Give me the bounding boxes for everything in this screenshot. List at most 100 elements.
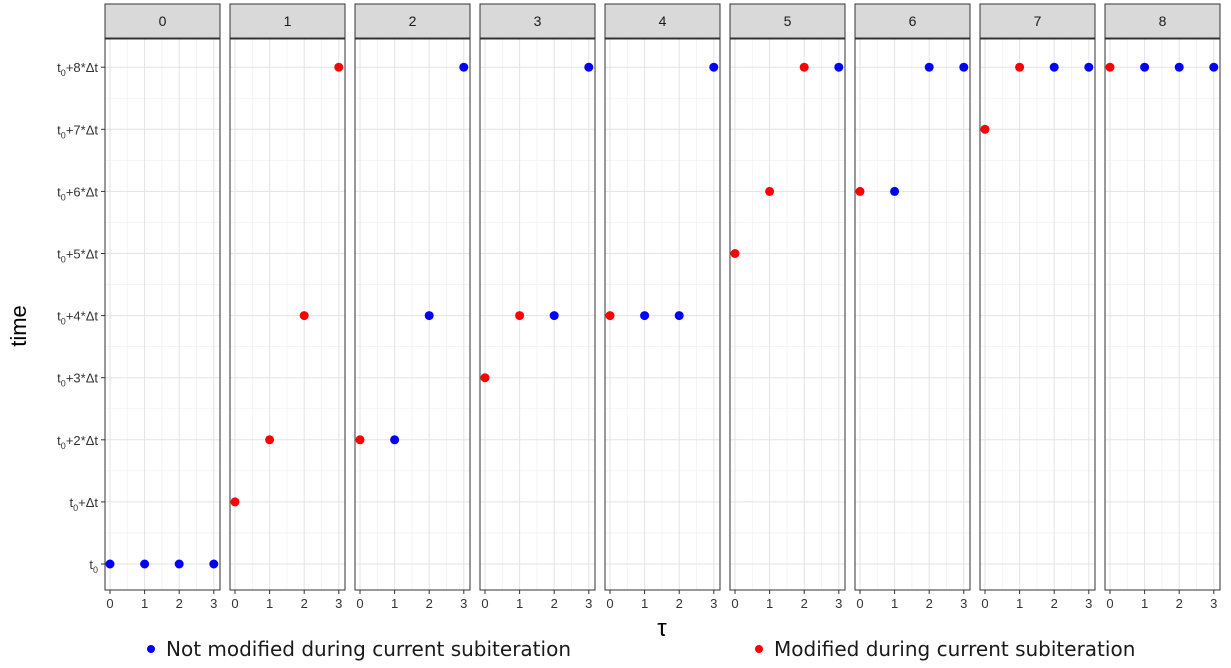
- point-not-modified: [1140, 62, 1150, 72]
- y-tick-label: t0+8*Δt: [57, 60, 98, 78]
- y-tick-label: t0+4*Δt: [57, 309, 98, 327]
- x-tick-label: 2: [551, 596, 558, 611]
- panel-border: [729, 38, 846, 591]
- point-not-modified: [1209, 62, 1219, 72]
- point-not-modified: [424, 311, 434, 321]
- y-tick-label: t0: [89, 557, 98, 575]
- facet-strip-label: 4: [659, 13, 667, 29]
- y-tick-label: t0+2*Δt: [57, 433, 98, 451]
- point-not-modified: [140, 559, 150, 569]
- panel-border: [854, 38, 971, 591]
- facet-panel-3: 3 0 1 2 3: [479, 3, 596, 611]
- y-tick-label: t0+5*Δt: [57, 247, 98, 265]
- panel-background: [230, 39, 345, 590]
- legend-key-not-modified: [147, 645, 155, 653]
- facet-strip: [979, 3, 1096, 39]
- facet-strip-label: 7: [1034, 13, 1042, 29]
- point-not-modified: [1049, 62, 1059, 72]
- point-not-modified: [549, 311, 559, 321]
- point-not-modified: [459, 62, 469, 72]
- panels: 00 1 2 310 1 2 320 1 2 330 1 2 340 1 2 350 1 2 360 1 2 370 1 2 3…: [104, 3, 1221, 611]
- facet-strip-label: 3: [534, 13, 542, 29]
- facet-strip: [729, 3, 846, 39]
- legend-label-not-modified: Not modified during current subiteration: [166, 637, 571, 661]
- facet-strip: [854, 3, 971, 39]
- x-tick-label: 3: [960, 596, 967, 611]
- y-tick-label: t0+3*Δt: [57, 371, 98, 389]
- point-modified: [1105, 62, 1115, 72]
- legend-label-modified: Modified during current subiteration: [774, 637, 1135, 661]
- x-tick-label: 1: [1016, 596, 1023, 611]
- x-tick-label: 2: [801, 596, 808, 611]
- x-tick-label: 0: [1106, 596, 1113, 611]
- facet-strip-label: 5: [784, 13, 792, 29]
- point-not-modified: [1084, 62, 1094, 72]
- y-tick-label: t0+Δt: [69, 495, 98, 513]
- facet-strip-label: 6: [909, 13, 917, 29]
- x-axis-title: τ: [657, 615, 667, 642]
- x-tick-label: 1: [141, 596, 148, 611]
- point-modified: [265, 435, 275, 445]
- x-tick-label: 0: [481, 596, 488, 611]
- x-tick-label: 3: [210, 596, 217, 611]
- x-tick-label: 1: [391, 596, 398, 611]
- facet-strip-label: 0: [159, 13, 167, 29]
- facet-panel-6: 6 0 1 2 3: [854, 3, 971, 611]
- facet-strip: [229, 3, 346, 39]
- facet-panel-7: 7 0 1 2 3: [979, 3, 1096, 611]
- facet-strip: [354, 3, 471, 39]
- point-modified: [730, 249, 740, 258]
- y-tick-label: t0+6*Δt: [57, 184, 98, 202]
- x-tick-label: 0: [606, 596, 613, 611]
- point-not-modified: [640, 311, 650, 321]
- x-tick-label: 0: [856, 596, 863, 611]
- panel-background: [605, 39, 720, 590]
- x-tick-label: 3: [460, 596, 467, 611]
- panel-border: [1104, 38, 1221, 591]
- panel-border: [229, 38, 346, 591]
- panel-background: [1105, 39, 1220, 590]
- x-tick-label: 1: [1141, 596, 1148, 611]
- x-tick-label: 0: [106, 596, 113, 611]
- x-tick-label: 0: [731, 596, 738, 611]
- point-modified: [799, 62, 809, 72]
- facet-strip-label: 1: [284, 13, 292, 29]
- x-tick-label: 3: [710, 596, 717, 611]
- point-modified: [334, 62, 344, 72]
- point-modified: [765, 186, 775, 196]
- x-tick-label: 3: [1085, 596, 1092, 611]
- facet-panel-4: 4 0 1 2 3: [604, 3, 721, 611]
- x-tick-label: 3: [585, 596, 592, 611]
- x-tick-label: 1: [516, 596, 523, 611]
- panel-background: [730, 39, 845, 590]
- point-modified: [230, 497, 240, 507]
- facet-strip-label: 2: [409, 13, 417, 29]
- panel-border: [104, 38, 221, 591]
- point-not-modified: [390, 435, 400, 445]
- x-tick-label: 2: [1051, 596, 1058, 611]
- point-modified: [515, 311, 525, 321]
- legend-key-modified: [755, 645, 763, 653]
- x-tick-label: 1: [766, 596, 773, 611]
- facet-panel-1: 1 0 1 2 3: [229, 3, 346, 611]
- x-tick-label: 1: [891, 596, 898, 611]
- panel-background: [480, 39, 595, 590]
- point-not-modified: [584, 62, 594, 72]
- point-not-modified: [174, 559, 184, 569]
- facet-panel-0: 0 0 1 2 3: [104, 3, 221, 611]
- x-tick-label: 1: [641, 596, 648, 611]
- facet-panel-8: 8 0 1 2 3: [1104, 3, 1221, 611]
- x-tick-label: 2: [676, 596, 683, 611]
- facet-strip: [479, 3, 596, 39]
- point-modified: [480, 373, 490, 383]
- point-not-modified: [959, 62, 969, 72]
- point-not-modified: [924, 62, 934, 72]
- point-modified: [299, 311, 309, 321]
- x-tick-label: 2: [176, 596, 183, 611]
- x-tick-label: 0: [231, 596, 238, 611]
- y-axis: t0 t0+Δt t0+2*Δt t0+3*Δt t0+4*Δt t0+5*Δt t0+6*…: [57, 60, 105, 575]
- x-tick-label: 2: [1176, 596, 1183, 611]
- legend: Not modified during current subiteration…: [147, 637, 1135, 661]
- panel-border: [354, 38, 471, 591]
- point-modified: [855, 186, 865, 196]
